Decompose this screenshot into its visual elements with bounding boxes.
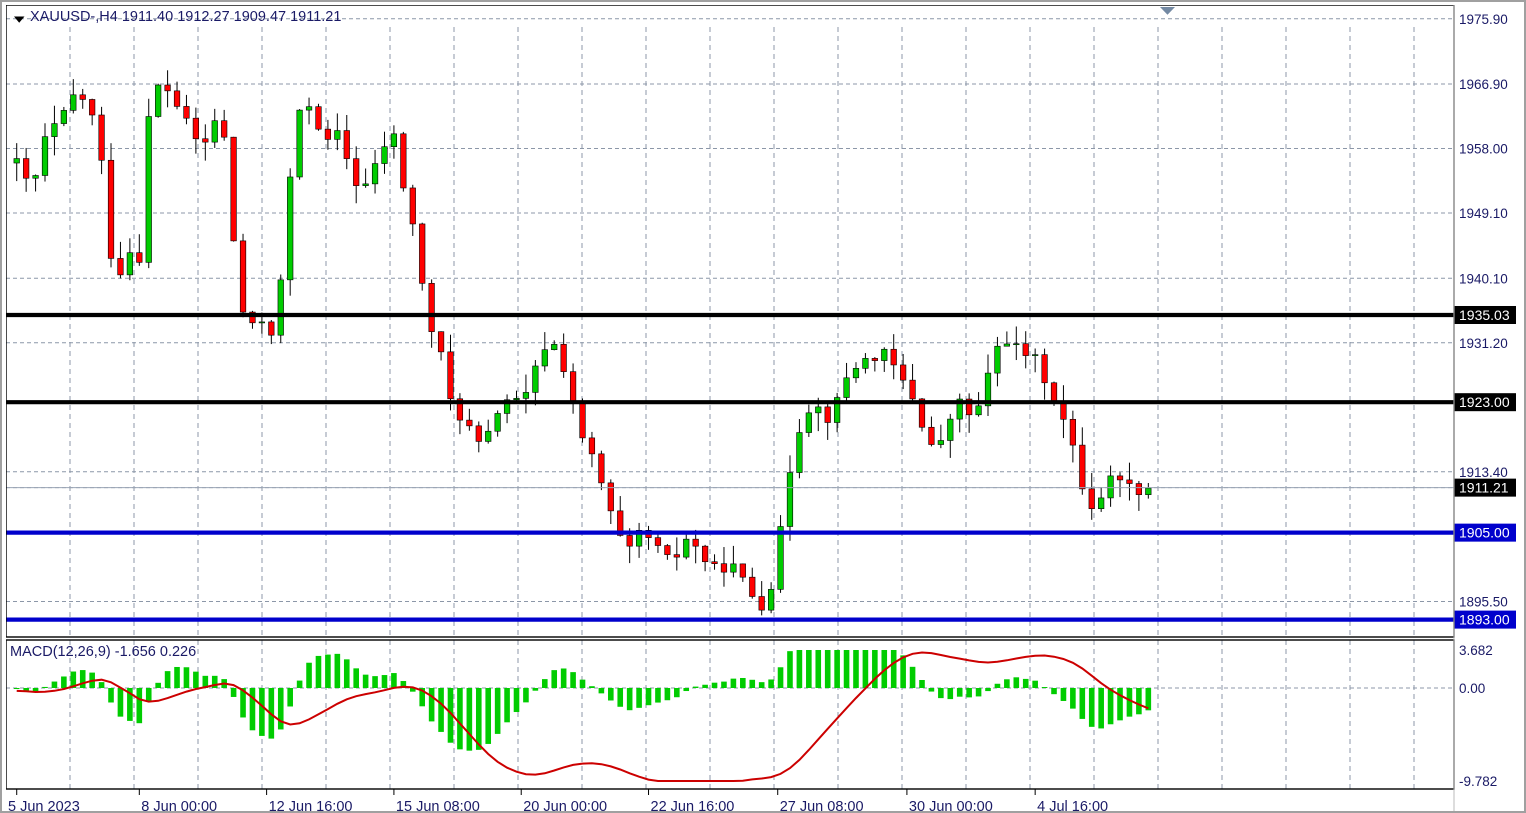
svg-text:20 Jun 00:00: 20 Jun 00:00 — [523, 799, 607, 813]
svg-text:-9.782: -9.782 — [1459, 774, 1497, 789]
svg-text:27 Jun 08:00: 27 Jun 08:00 — [780, 799, 864, 813]
svg-text:0.00: 0.00 — [1459, 681, 1485, 696]
svg-text:22 Jun 16:00: 22 Jun 16:00 — [651, 799, 735, 813]
svg-text:MACD(12,26,9) -1.656 0.226: MACD(12,26,9) -1.656 0.226 — [10, 644, 196, 660]
svg-text:4 Jul 16:00: 4 Jul 16:00 — [1037, 799, 1108, 813]
svg-text:1940.10: 1940.10 — [1459, 271, 1508, 286]
svg-text:1911.21: 1911.21 — [1459, 480, 1509, 496]
svg-text:1958.00: 1958.00 — [1459, 142, 1508, 157]
svg-text:1905.00: 1905.00 — [1459, 525, 1510, 541]
svg-text:1893.00: 1893.00 — [1459, 612, 1510, 628]
svg-text:1966.90: 1966.90 — [1459, 77, 1508, 92]
svg-text:1935.03: 1935.03 — [1459, 307, 1510, 323]
svg-text:15 Jun 08:00: 15 Jun 08:00 — [396, 799, 480, 813]
svg-text:30 Jun 00:00: 30 Jun 00:00 — [909, 799, 993, 813]
svg-text:1913.40: 1913.40 — [1459, 465, 1508, 480]
svg-text:12 Jun 16:00: 12 Jun 16:00 — [269, 799, 353, 813]
svg-text:1895.50: 1895.50 — [1459, 594, 1508, 609]
svg-text:1975.90: 1975.90 — [1459, 12, 1508, 27]
svg-text:1931.20: 1931.20 — [1459, 336, 1508, 351]
svg-text:3.682: 3.682 — [1459, 643, 1493, 658]
svg-text:5 Jun 2023: 5 Jun 2023 — [8, 799, 80, 813]
svg-text:1923.00: 1923.00 — [1459, 394, 1510, 410]
svg-text:1949.10: 1949.10 — [1459, 206, 1508, 221]
svg-text:8 Jun 00:00: 8 Jun 00:00 — [141, 799, 217, 813]
svg-text:XAUUSD-,H4 1911.40 1912.27 1: XAUUSD-,H4 1911.40 1912.27 1909.47 1911.… — [30, 9, 341, 25]
